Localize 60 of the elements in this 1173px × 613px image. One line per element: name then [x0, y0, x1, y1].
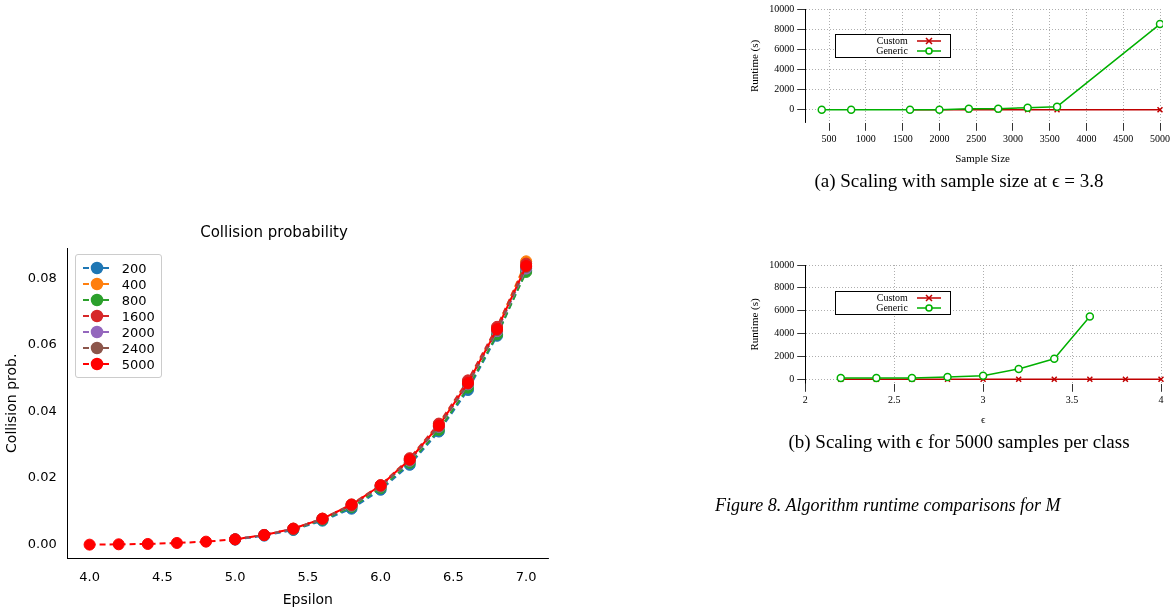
- y-tick-label: 8000: [774, 281, 795, 293]
- y-axis-title: Runtime (s): [748, 297, 762, 351]
- legend-label: Generic: [876, 302, 908, 314]
- y-tick-label: 0.08: [27, 269, 57, 285]
- y-tick-label: 10000: [769, 258, 795, 270]
- y-tick-label: 10000: [769, 2, 795, 14]
- x-tick-label: 2: [802, 394, 808, 406]
- x-tick-label: 5.5: [297, 568, 319, 584]
- y-tick-label: 0.00: [27, 536, 57, 552]
- caption: Figure 8. Algorithm runtime comparisons for M: [715, 495, 1062, 516]
- y-tick-label: 2000: [774, 83, 795, 95]
- legend-label: Custom: [876, 35, 908, 47]
- x-tick-label: 2.5: [887, 394, 901, 406]
- y-tick-label: 6000: [774, 304, 795, 316]
- x-tick-label: 6.0: [370, 568, 391, 584]
- legend-label: 5000: [121, 356, 155, 372]
- x-tick-label: 5000: [1150, 133, 1170, 145]
- text: (a) Scaling with sample size at ϵ = 3.8: [813, 170, 1105, 192]
- x-axis-title: Sample Size: [955, 152, 1011, 165]
- y-tick-label: 4000: [774, 63, 795, 75]
- x-tick-label: 4000: [1076, 133, 1097, 145]
- x-tick-label: 4: [1158, 394, 1164, 406]
- x-tick-label: 3500: [1039, 133, 1060, 145]
- x-axis-title: ϵ: [980, 413, 986, 426]
- x-axis-title: Epsilon: [282, 591, 333, 608]
- x-tick-label: 4.0: [79, 568, 100, 584]
- x-tick-label: 3.5: [1065, 394, 1079, 406]
- x-tick-label: 1000: [855, 133, 876, 145]
- y-tick-label: 0: [789, 372, 795, 384]
- x-tick-label: 500: [821, 133, 837, 145]
- x-tick-label: 1500: [892, 133, 913, 145]
- y-tick-label: 8000: [774, 22, 795, 34]
- y-tick-label: 0: [789, 103, 795, 115]
- x-tick-label: 3: [980, 394, 986, 406]
- x-tick-label: 5.0: [224, 568, 246, 584]
- legend-label: 200: [121, 260, 147, 276]
- legend-label: 1600: [121, 308, 155, 324]
- legend-label: 2400: [121, 340, 155, 356]
- legend-label: Custom: [876, 292, 908, 304]
- y-tick-label: 2000: [774, 350, 795, 362]
- legend-label: 800: [121, 292, 147, 308]
- y-tick-label: 0.04: [27, 402, 57, 418]
- x-tick-label: 2500: [966, 133, 987, 145]
- x-tick-label: 2000: [929, 133, 950, 145]
- x-tick-label: 4.5: [152, 568, 173, 584]
- legend-label: 400: [121, 276, 147, 292]
- y-axis-title: Runtime (s): [748, 39, 762, 93]
- x-tick-label: 6.5: [443, 568, 464, 584]
- y-tick-label: 0.06: [27, 336, 57, 352]
- x-tick-label: 4500: [1113, 133, 1134, 145]
- legend-label: Generic: [876, 45, 908, 57]
- x-tick-label: 3000: [1002, 133, 1023, 145]
- y-axis-title: Collision prob.: [3, 353, 20, 453]
- text: (b) Scaling with ϵ for 5000 samples per class: [787, 431, 1131, 453]
- y-tick-label: 4000: [774, 327, 795, 339]
- chart-title: Collision probability: [200, 222, 348, 241]
- legend-label: 2000: [121, 324, 155, 340]
- x-tick-label: 7.0: [515, 568, 537, 584]
- y-tick-label: 0.02: [27, 469, 57, 485]
- y-tick-label: 6000: [774, 42, 795, 54]
